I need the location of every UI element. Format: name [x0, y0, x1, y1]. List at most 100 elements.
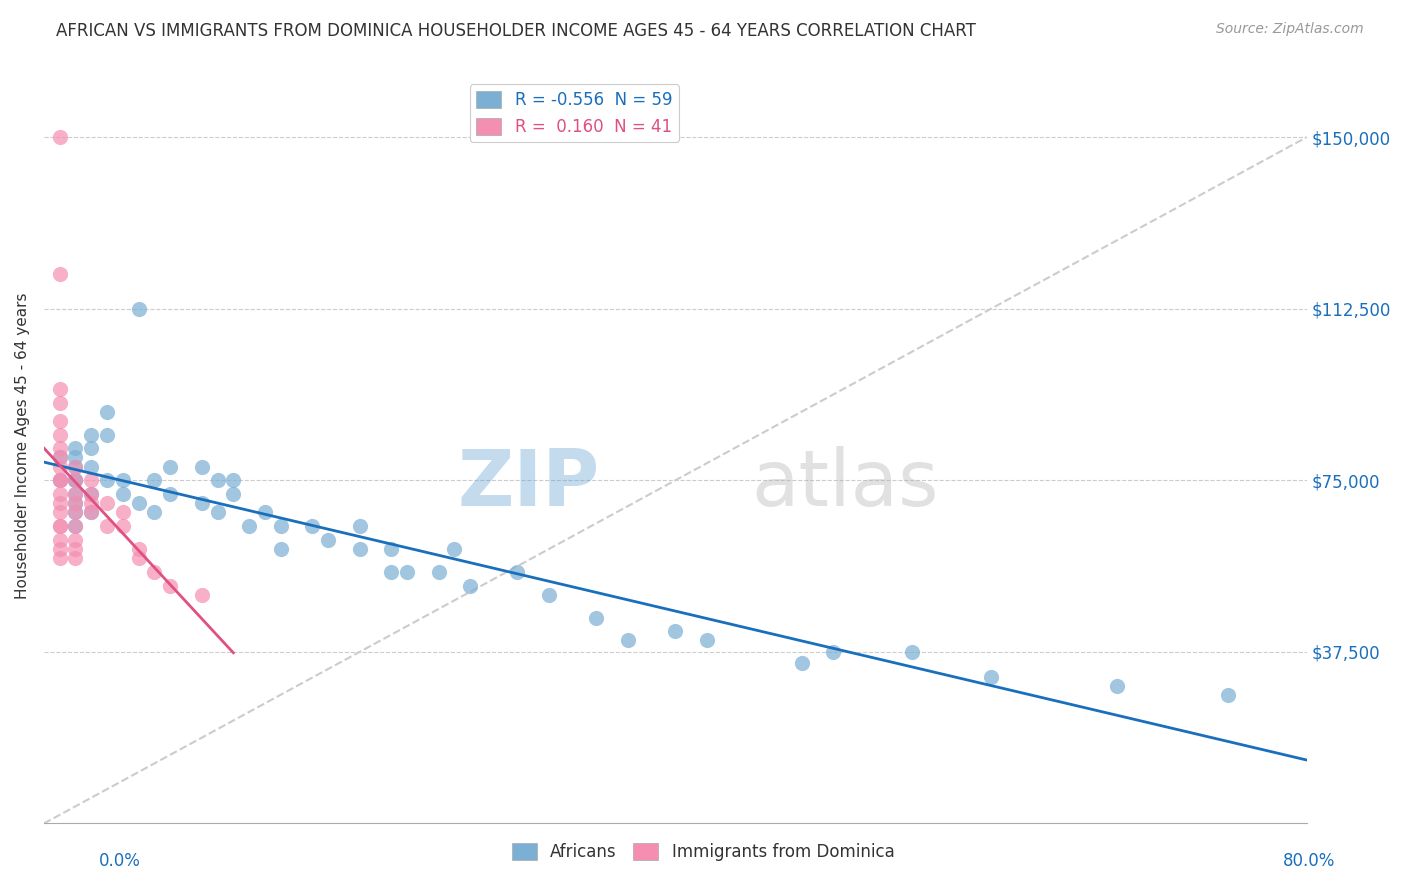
Point — [48, 450, 70, 465]
Text: 0.0%: 0.0% — [98, 852, 141, 870]
Point — [143, 473, 166, 487]
Point — [128, 551, 150, 566]
Point — [395, 565, 418, 579]
Point — [617, 633, 640, 648]
Text: ZIP: ZIP — [457, 446, 599, 522]
Text: Source: ZipAtlas.com: Source: ZipAtlas.com — [1216, 22, 1364, 37]
Point — [301, 519, 323, 533]
Point — [96, 405, 118, 419]
Point — [270, 519, 292, 533]
Point — [143, 565, 166, 579]
Point — [207, 473, 229, 487]
Point — [380, 565, 402, 579]
Point — [65, 450, 87, 465]
Point — [48, 505, 70, 519]
Point — [48, 395, 70, 409]
Point — [65, 519, 87, 533]
Point — [65, 459, 87, 474]
Point — [111, 473, 134, 487]
Text: 80.0%: 80.0% — [1284, 852, 1336, 870]
Point — [96, 427, 118, 442]
Point — [128, 496, 150, 510]
Point — [48, 496, 70, 510]
Point — [48, 551, 70, 566]
Point — [238, 519, 260, 533]
Point — [380, 541, 402, 556]
Point — [316, 533, 339, 547]
Point — [222, 473, 245, 487]
Point — [80, 427, 103, 442]
Point — [427, 565, 450, 579]
Point — [65, 541, 87, 556]
Point — [48, 427, 70, 442]
Point — [80, 505, 103, 519]
Point — [48, 519, 70, 533]
Point — [80, 487, 103, 501]
Point — [111, 487, 134, 501]
Point — [65, 487, 87, 501]
Point — [80, 459, 103, 474]
Point — [48, 130, 70, 145]
Point — [96, 473, 118, 487]
Point — [48, 459, 70, 474]
Point — [506, 565, 529, 579]
Point — [48, 450, 70, 465]
Point — [159, 578, 181, 592]
Point — [65, 551, 87, 566]
Point — [48, 487, 70, 501]
Point — [65, 496, 87, 510]
Point — [65, 473, 87, 487]
Y-axis label: Householder Income Ages 45 - 64 years: Householder Income Ages 45 - 64 years — [15, 293, 30, 599]
Legend: Africans, Immigrants from Dominica: Africans, Immigrants from Dominica — [505, 836, 901, 868]
Point — [696, 633, 718, 648]
Point — [128, 301, 150, 316]
Point — [111, 505, 134, 519]
Point — [65, 505, 87, 519]
Point — [65, 473, 87, 487]
Point — [537, 588, 560, 602]
Point — [80, 473, 103, 487]
Point — [48, 268, 70, 282]
Text: AFRICAN VS IMMIGRANTS FROM DOMINICA HOUSEHOLDER INCOME AGES 45 - 64 YEARS CORREL: AFRICAN VS IMMIGRANTS FROM DOMINICA HOUS… — [56, 22, 976, 40]
Point — [901, 645, 924, 659]
Point — [1216, 689, 1239, 703]
Point — [349, 519, 371, 533]
Point — [80, 496, 103, 510]
Text: atlas: atlas — [751, 446, 939, 522]
Point — [48, 442, 70, 456]
Point — [159, 459, 181, 474]
Point — [80, 487, 103, 501]
Point — [980, 670, 1002, 684]
Point — [270, 541, 292, 556]
Point — [190, 588, 212, 602]
Point — [159, 487, 181, 501]
Point — [443, 541, 465, 556]
Point — [65, 487, 87, 501]
Point — [65, 442, 87, 456]
Point — [65, 505, 87, 519]
Point — [48, 519, 70, 533]
Point — [48, 541, 70, 556]
Point — [48, 414, 70, 428]
Point — [128, 541, 150, 556]
Point — [190, 459, 212, 474]
Point — [1107, 679, 1129, 693]
Point — [80, 505, 103, 519]
Point — [80, 442, 103, 456]
Legend: R = -0.556  N = 59, R =  0.160  N = 41: R = -0.556 N = 59, R = 0.160 N = 41 — [470, 85, 679, 143]
Point — [823, 645, 845, 659]
Point — [96, 519, 118, 533]
Point — [458, 578, 481, 592]
Point — [65, 519, 87, 533]
Point — [790, 657, 813, 671]
Point — [143, 505, 166, 519]
Point — [222, 487, 245, 501]
Point — [65, 496, 87, 510]
Point — [48, 473, 70, 487]
Point — [664, 624, 686, 639]
Point — [48, 473, 70, 487]
Point — [253, 505, 276, 519]
Point — [65, 533, 87, 547]
Point — [585, 610, 607, 624]
Point — [48, 473, 70, 487]
